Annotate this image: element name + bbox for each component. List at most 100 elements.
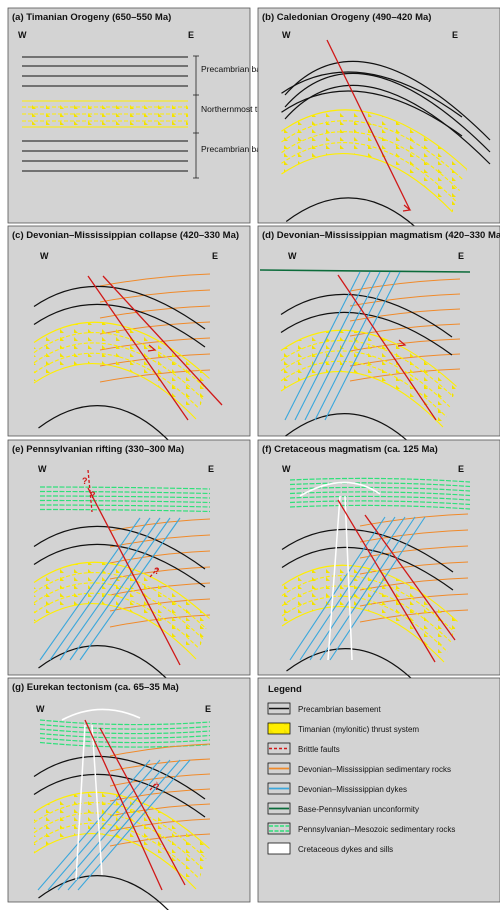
- strata-line: [289, 491, 471, 497]
- thrust-band-fill: [281, 109, 467, 212]
- thrust-line: [33, 582, 204, 640]
- west-label: W: [38, 464, 47, 474]
- basement-line: [284, 84, 491, 165]
- basement-line: [284, 60, 491, 141]
- legend-mark: [269, 724, 289, 733]
- west-label: W: [282, 464, 291, 474]
- panel-title: (c) Devonian–Mississippian collapse (420…: [12, 230, 239, 241]
- dyke-line: [49, 517, 151, 661]
- annotation-basement-lower: Precambrian basement: [201, 144, 290, 154]
- dyke-line: [319, 516, 416, 661]
- slip-arrow: [147, 344, 157, 352]
- strata-line: [289, 477, 471, 483]
- sed-line: [99, 289, 211, 303]
- dyke-line: [79, 517, 181, 661]
- panel-title: (e) Pennsylvanian rifting (330–300 Ma): [12, 444, 184, 455]
- panel-e: (e) Pennsylvanian rifting (330–300 Ma) W E…: [7, 439, 251, 691]
- thrust-line: [280, 340, 454, 398]
- annotation-basement-upper: Precambrian basement: [201, 64, 290, 74]
- panel-f: (f) Cretaceous magmatism (ca. 125 Ma) W E: [257, 439, 500, 694]
- dyke-line: [37, 759, 151, 891]
- strata-line: [39, 737, 211, 744]
- fault-line: [364, 514, 456, 641]
- annotation-thrust: Northernmost thrust system: [201, 104, 305, 114]
- sed-line: [109, 743, 211, 757]
- fault-line: [337, 274, 437, 421]
- basement-line: [281, 546, 454, 591]
- legend-item: Devonian–Mississippian dykes: [267, 782, 407, 795]
- strata-line: [289, 482, 471, 488]
- sed-line: [109, 550, 211, 564]
- dyke-line: [309, 516, 406, 661]
- basement-line: [280, 293, 453, 338]
- legend-swatch: [267, 842, 291, 855]
- thrust-line: [33, 332, 207, 390]
- dyke-line: [67, 759, 181, 891]
- panel-g: (g) Eurekan tectonism (ca. 65–35 Ma) W E?: [7, 677, 251, 910]
- basement-line: [280, 311, 453, 356]
- basement-line: [33, 525, 206, 570]
- legend-label: Precambrian basement: [298, 705, 381, 714]
- dyke-line: [284, 271, 361, 421]
- thrust-line: [281, 131, 461, 192]
- cretaceous-dyke: [327, 495, 341, 661]
- fault-line: [84, 719, 163, 891]
- legend-label: Pennsylvanian–Mesozoic sedimentary rocks: [298, 825, 455, 834]
- panel-title: (f) Cretaceous magmatism (ca. 125 Ma): [262, 444, 438, 455]
- thrust-band-fill: [34, 322, 210, 419]
- thrust-line: [33, 342, 204, 400]
- thrust-line: [280, 360, 447, 418]
- strata-line: [39, 723, 211, 730]
- east-label: E: [458, 251, 464, 261]
- fault-line: [99, 727, 186, 886]
- dyke-line: [299, 516, 396, 661]
- legend-label: Cretaceous dykes and sills: [298, 845, 393, 854]
- east-label: E: [452, 30, 458, 40]
- fault-line: [87, 469, 93, 513]
- dyke-line: [69, 517, 171, 661]
- strata-line: [39, 504, 211, 508]
- panel-d: (d) Devonian–Mississippian magmatism (42…: [257, 225, 500, 459]
- basement-line: [33, 543, 206, 588]
- thrust-line: [33, 812, 204, 870]
- strata-line: [39, 741, 211, 748]
- fault-line: [149, 567, 159, 578]
- legend-item: Precambrian basement: [267, 702, 381, 715]
- strata-line: [39, 719, 211, 726]
- east-label: E: [208, 464, 214, 474]
- thrust-band-fill: [281, 330, 457, 427]
- basement-line: [281, 528, 454, 573]
- basement-line: [33, 773, 206, 818]
- fault-query-mark: ?: [82, 476, 88, 486]
- legend-title: Legend: [268, 684, 302, 695]
- thrust-line: [281, 575, 455, 633]
- basement-line: [33, 755, 206, 800]
- strata-line: [289, 495, 471, 501]
- strata-line: [39, 508, 211, 513]
- dyke-line: [289, 516, 386, 661]
- panel-a: (a) Timanian Orogeny (650–550 Ma) W E Preca…: [7, 7, 305, 224]
- panel-c: (c) Devonian–Mississippian collapse (420…: [7, 225, 251, 451]
- basement-line: [284, 72, 491, 153]
- east-label: E: [188, 30, 194, 40]
- sill-line: [61, 708, 141, 721]
- legend-item: Devonian–Mississippian sedimentary rocks: [267, 762, 451, 775]
- west-label: W: [282, 30, 291, 40]
- strata-line: [289, 500, 471, 506]
- cretaceous-dyke: [75, 724, 86, 881]
- sed-line: [99, 273, 211, 287]
- legend-label: Devonian–Mississippian sedimentary rocks: [298, 765, 451, 774]
- legend-item: Brittle faults: [267, 742, 340, 755]
- panel-title: (b) Caledonian Orogeny (490–420 Ma): [262, 12, 431, 23]
- fault-query-mark: ?: [154, 566, 160, 576]
- thrust-line: [281, 153, 453, 213]
- legend-item: Cretaceous dykes and sills: [267, 842, 393, 855]
- fault-query-mark: ?: [90, 490, 96, 500]
- unconformity-line: [259, 269, 471, 273]
- slip-arrow: [402, 204, 412, 212]
- dyke-line: [314, 271, 391, 421]
- legend-label: Devonian–Mississippian dykes: [298, 785, 407, 794]
- dyke-line: [294, 271, 371, 421]
- cretaceous-dyke: [344, 495, 353, 661]
